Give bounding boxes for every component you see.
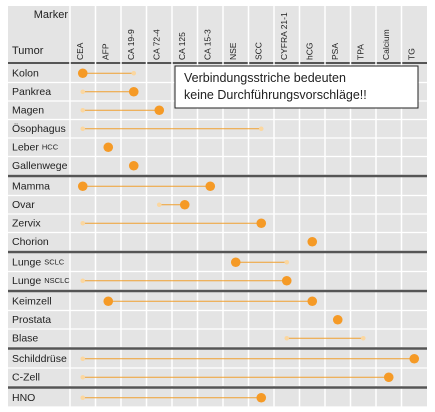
minor-marker-dot — [156, 202, 162, 208]
minor-marker-dot — [80, 107, 86, 113]
marker-label: PSA — [330, 43, 340, 60]
minor-marker-dot — [284, 259, 290, 265]
major-marker-dot — [256, 218, 267, 229]
tumor-name: Pankrea — [12, 86, 51, 98]
minor-marker-dot — [360, 335, 366, 341]
marker-label: TG — [407, 48, 417, 60]
tumor-label: Gallenwege — [12, 160, 68, 172]
tumor-label: Lunge NSCLC — [12, 275, 70, 287]
marker-label: SCC — [254, 42, 264, 60]
tumor-name: C-Zell — [12, 371, 40, 383]
tumor-label: Zervix — [12, 217, 41, 229]
minor-marker-dot — [80, 395, 86, 401]
major-marker-dot — [409, 353, 420, 364]
tumor-label: Keimzell — [12, 295, 52, 307]
tumor-qualifier: HCC — [42, 142, 59, 151]
minor-marker-dot — [284, 335, 290, 341]
tumor-qualifier: SCLC — [44, 257, 65, 266]
marker-label: CEA — [75, 42, 85, 60]
minor-marker-dot — [80, 374, 86, 380]
tumor-name: Magen — [12, 104, 44, 116]
note-line: Verbindungsstriche bedeuten — [184, 71, 346, 85]
minor-marker-dot — [80, 220, 86, 226]
tumor-label: Ösophagus — [12, 123, 66, 135]
major-marker-dot — [307, 296, 318, 307]
tumor-label: Mamma — [12, 180, 50, 192]
minor-marker-dot — [80, 278, 86, 284]
tumor-label: Lunge SCLC — [12, 256, 65, 268]
major-marker-dot — [154, 105, 165, 116]
note-line: keine Durchführungsvorschläge!! — [184, 88, 367, 102]
tumor-label: Kolon — [12, 67, 39, 79]
tumor-name: Lunge — [12, 275, 41, 287]
tumor-name: Zervix — [12, 217, 41, 229]
major-marker-dot — [179, 199, 190, 210]
minor-marker-dot — [80, 89, 86, 95]
major-marker-dot — [256, 392, 267, 403]
minor-marker-dot — [131, 70, 137, 76]
tumor-name: Kolon — [12, 67, 39, 79]
major-marker-dot — [383, 372, 394, 383]
minor-marker-dot — [258, 126, 264, 132]
tumor-label: Pankrea — [12, 86, 51, 98]
tumor-name: Chorion — [12, 236, 49, 248]
major-marker-dot — [307, 236, 318, 247]
tumor-label: Leber HCC — [12, 141, 59, 153]
tumor-name: Blase — [12, 332, 38, 344]
tumor-name: Gallenwege — [12, 160, 68, 172]
major-marker-dot — [230, 257, 241, 268]
major-marker-dot — [332, 314, 343, 325]
marker-label: CA 19-9 — [126, 29, 136, 60]
marker-label: CYFRA 21-1 — [279, 12, 289, 60]
tumor-name: Schilddrüse — [12, 353, 67, 365]
tumor-label: Prostata — [12, 314, 51, 326]
major-marker-dot — [77, 181, 88, 192]
tumor-label: Blase — [12, 332, 38, 344]
tumor-label: Ovar — [12, 199, 35, 211]
major-marker-dot — [205, 181, 216, 192]
header-tumor: Tumor — [12, 45, 44, 57]
tumor-qualifier: NSCLC — [44, 276, 70, 285]
major-marker-dot — [128, 160, 139, 171]
major-marker-dot — [128, 86, 139, 97]
marker-label: hCG — [305, 43, 315, 60]
major-marker-dot — [103, 296, 114, 307]
minor-marker-dot — [80, 356, 86, 362]
marker-label: NSE — [228, 42, 238, 60]
tumor-name: Ovar — [12, 199, 35, 211]
major-marker-dot — [103, 142, 114, 153]
marker-label: AFP — [101, 43, 111, 60]
tumor-label: Magen — [12, 104, 44, 116]
tumor-label: C-Zell — [12, 371, 40, 383]
minor-marker-dot — [80, 126, 86, 132]
marker-label: CA 125 — [177, 32, 187, 60]
tumor-name: Ösophagus — [12, 123, 66, 135]
major-marker-dot — [77, 68, 88, 79]
marker-label: Calcium — [381, 29, 391, 60]
tumor-name: HNO — [12, 392, 35, 404]
tumor-name: Keimzell — [12, 295, 52, 307]
tumor-name: Lunge — [12, 256, 41, 268]
tumor-name: Mamma — [12, 180, 50, 192]
tumor-label: HNO — [12, 392, 35, 404]
note-box — [174, 65, 419, 109]
header-marker: Marker — [34, 9, 69, 21]
major-marker-dot — [281, 275, 292, 286]
marker-label: CA 15-3 — [203, 29, 213, 60]
tumor-name: Prostata — [12, 314, 51, 326]
marker-label: TPA — [356, 44, 366, 60]
marker-label: CA 72-4 — [152, 29, 162, 60]
tumor-name: Leber — [12, 141, 39, 153]
tumor-label: Chorion — [12, 236, 49, 248]
tumor-label: Schilddrüse — [12, 353, 67, 365]
